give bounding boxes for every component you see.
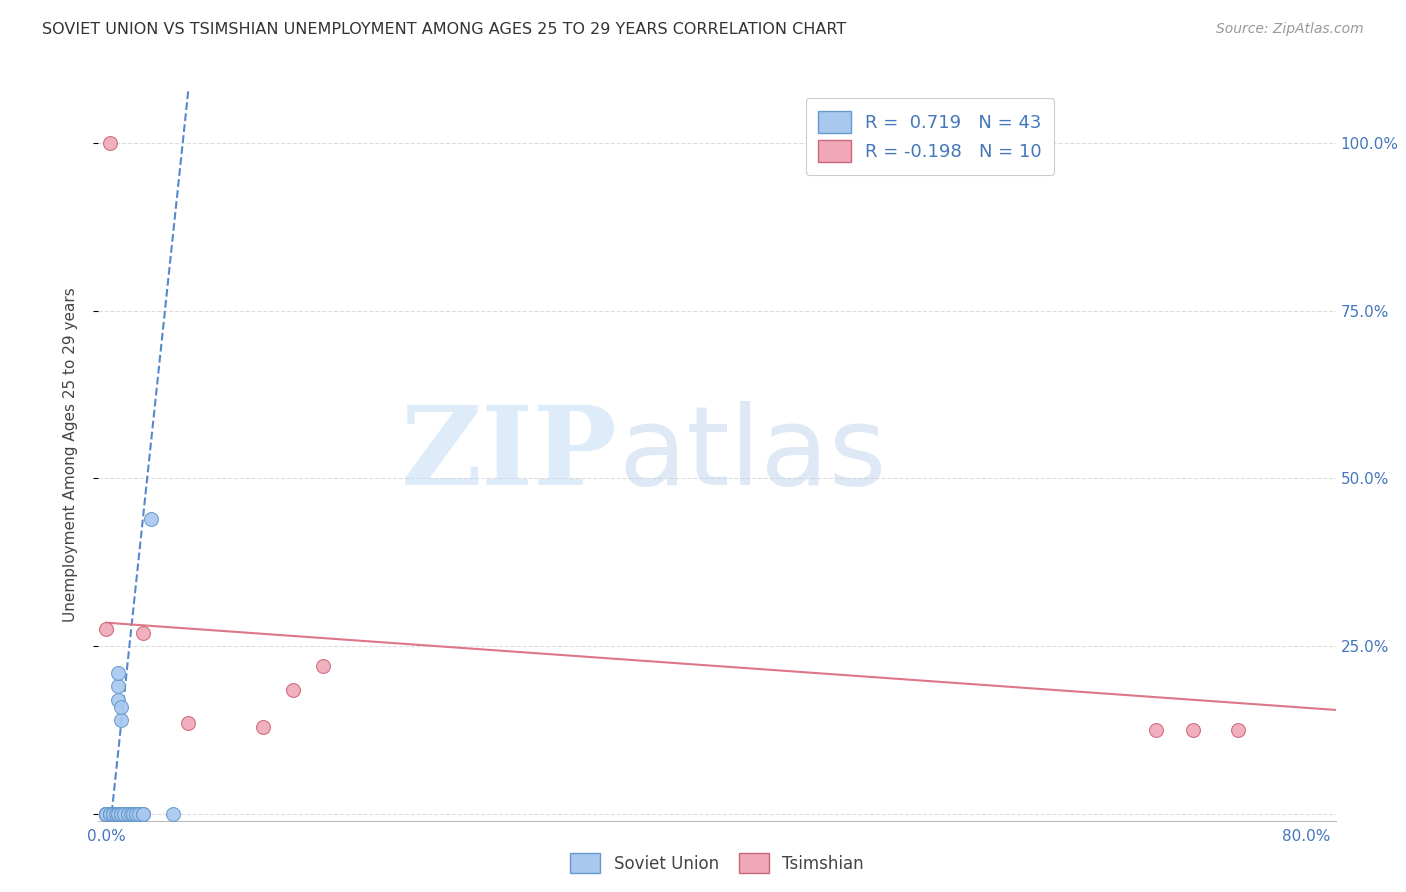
Text: Source: ZipAtlas.com: Source: ZipAtlas.com	[1216, 22, 1364, 37]
Point	[94, 806, 117, 821]
Text: SOVIET UNION VS TSIMSHIAN UNEMPLOYMENT AMONG AGES 25 TO 29 YEARS CORRELATION CHA: SOVIET UNION VS TSIMSHIAN UNEMPLOYMENT A…	[42, 22, 846, 37]
Point	[100, 806, 122, 821]
Point	[177, 716, 200, 731]
Point	[103, 806, 125, 821]
Point	[128, 806, 150, 821]
Point	[139, 511, 162, 525]
Point	[103, 806, 125, 821]
Point	[94, 806, 117, 821]
Point	[107, 665, 129, 680]
Point	[110, 806, 132, 821]
Point	[110, 806, 132, 821]
Point	[252, 720, 274, 734]
Point	[107, 806, 129, 821]
Point	[117, 806, 139, 821]
Point	[94, 806, 117, 821]
Point	[120, 806, 142, 821]
Point	[312, 659, 335, 673]
Point	[94, 623, 117, 637]
Point	[103, 806, 125, 821]
Point	[110, 806, 132, 821]
Point	[107, 680, 129, 694]
Point	[122, 806, 145, 821]
Point	[94, 806, 117, 821]
Point	[107, 693, 129, 707]
Point	[103, 806, 125, 821]
Point	[132, 806, 155, 821]
Text: ZIP: ZIP	[401, 401, 619, 508]
Point	[112, 806, 135, 821]
Point	[94, 806, 117, 821]
Point	[94, 806, 117, 821]
Point	[125, 806, 148, 821]
Point	[162, 806, 184, 821]
Point	[105, 806, 128, 821]
Point	[117, 806, 139, 821]
Point	[132, 806, 155, 821]
Legend: Soviet Union, Tsimshian: Soviet Union, Tsimshian	[562, 845, 872, 882]
Point	[132, 625, 155, 640]
Point	[1182, 723, 1205, 737]
Point	[100, 806, 122, 821]
Point	[1227, 723, 1250, 737]
Point	[1144, 723, 1167, 737]
Point	[94, 806, 117, 821]
Point	[94, 806, 117, 821]
Point	[107, 806, 129, 821]
Point	[100, 806, 122, 821]
Y-axis label: Unemployment Among Ages 25 to 29 years: Unemployment Among Ages 25 to 29 years	[63, 287, 77, 623]
Point	[283, 682, 305, 697]
Point	[100, 136, 122, 150]
Point	[94, 806, 117, 821]
Point	[105, 806, 128, 821]
Point	[110, 713, 132, 727]
Point	[94, 806, 117, 821]
Point	[117, 806, 139, 821]
Point	[112, 806, 135, 821]
Text: atlas: atlas	[619, 401, 887, 508]
Point	[110, 699, 132, 714]
Point	[125, 806, 148, 821]
